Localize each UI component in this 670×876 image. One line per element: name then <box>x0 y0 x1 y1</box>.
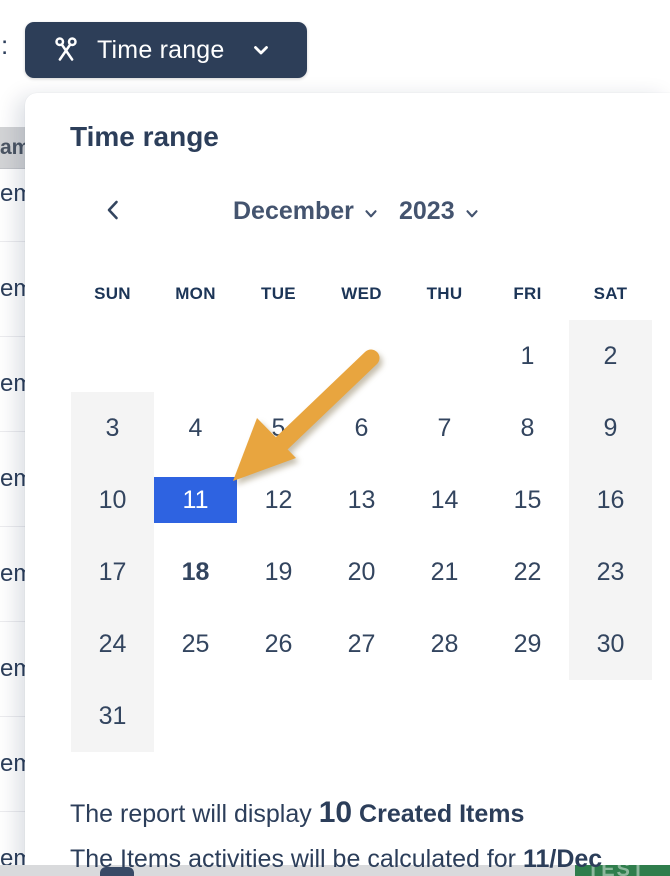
day-header-sat: SAT <box>593 284 628 303</box>
calendar-day[interactable]: 6 <box>354 413 369 442</box>
chevron-down-icon <box>253 46 268 55</box>
calendar-day[interactable]: 30 <box>569 608 652 680</box>
calendar-day-empty <box>403 680 486 752</box>
summary-line-2: The Items activities will be calculated … <box>70 845 603 873</box>
row-divider <box>0 431 25 432</box>
month-dropdown[interactable]: December <box>233 197 380 226</box>
calendar-day-empty <box>237 320 320 392</box>
calendar-day[interactable]: 2 <box>569 320 652 392</box>
calendar-day-empty <box>320 680 403 752</box>
underlying-footer-strip: TEST <box>0 865 670 876</box>
calendar-day[interactable]: 4 <box>188 413 203 442</box>
year-label: 2023 <box>399 197 455 225</box>
underlying-table-row: em <box>0 750 34 777</box>
summary-line-1: The report will display 10 Created Items <box>70 796 525 829</box>
underlying-table-header: am <box>0 127 30 169</box>
underlying-table-row: em <box>0 655 34 682</box>
calendar-day[interactable]: 10 <box>71 464 154 536</box>
created-items-count: 10 <box>318 796 353 829</box>
calculation-date: 11/Dec <box>522 845 603 873</box>
calendar-day[interactable]: 13 <box>347 485 376 514</box>
underlying-table-row: em <box>0 465 34 492</box>
calendar-day[interactable]: 16 <box>569 464 652 536</box>
prev-month-button[interactable] <box>95 193 131 229</box>
day-header-fri: FRI <box>513 284 542 303</box>
underlying-table-row: em <box>0 275 34 302</box>
underlying-green-label: TEST <box>587 865 647 876</box>
underlying-header-text: am <box>0 135 31 159</box>
underlying-table-row: em <box>0 560 34 587</box>
calendar-day[interactable]: 20 <box>347 557 376 586</box>
calendar-day-empty <box>320 320 403 392</box>
calendar-day-empty <box>237 680 320 752</box>
calendar-day[interactable]: 12 <box>264 485 293 514</box>
calendar-day[interactable]: 23 <box>569 536 652 608</box>
time-range-button-label: Time range <box>97 35 225 64</box>
calendar-day-selected[interactable]: 11 <box>154 464 237 536</box>
calendar-day[interactable]: 31 <box>71 680 154 752</box>
calendar-day[interactable]: 27 <box>347 629 376 658</box>
calendar-day-empty <box>569 680 652 752</box>
calendar-day[interactable]: 9 <box>569 392 652 464</box>
calendar-day-empty <box>71 320 154 392</box>
calendar-day[interactable]: 15 <box>513 485 542 514</box>
calendar-day[interactable]: 19 <box>264 557 293 586</box>
time-range-button[interactable]: Time range <box>25 22 307 78</box>
calendar-day-empty <box>403 320 486 392</box>
underlying-table-row: em <box>0 180 34 207</box>
day-header-sun: SUN <box>94 284 131 303</box>
calendar-day[interactable]: 7 <box>437 413 452 442</box>
underlying-table-row: em <box>0 370 34 397</box>
weekday-header-row: SUN MON TUE WED THU FRI SAT <box>71 281 652 307</box>
day-header-thu: THU <box>426 284 463 303</box>
calendar-day-emphasized[interactable]: 18 <box>181 557 210 586</box>
popup-title: Time range <box>70 121 219 152</box>
row-divider <box>0 241 25 242</box>
calendar-day[interactable]: 21 <box>430 557 459 586</box>
underlying-green-button: TEST <box>575 865 670 876</box>
day-header-wed: WED <box>341 284 382 303</box>
chevron-left-icon <box>107 200 118 219</box>
calendar-day-empty <box>154 680 237 752</box>
row-divider <box>0 621 25 622</box>
calendar-day[interactable]: 26 <box>264 629 293 658</box>
calendar-day-empty <box>154 320 237 392</box>
row-divider <box>0 716 25 717</box>
row-divider <box>0 811 25 812</box>
year-dropdown[interactable]: 2023 <box>399 197 481 226</box>
calendar-day[interactable]: 22 <box>513 557 542 586</box>
row-divider <box>0 526 25 527</box>
underlying-page-left-sliver: : am em em em em em em em em <box>0 0 34 876</box>
calendar-day[interactable]: 1 <box>520 341 535 370</box>
day-header-tue: TUE <box>261 284 296 303</box>
scissors-icon <box>55 37 77 61</box>
calendar-grid: 1 2 3 4 5 6 7 8 9 10 11 12 13 14 15 16 1… <box>71 320 652 752</box>
calendar-day[interactable]: 25 <box>181 629 210 658</box>
calendar-day[interactable]: 5 <box>271 413 286 442</box>
day-header-mon: MON <box>175 284 216 303</box>
row-divider <box>0 336 25 337</box>
calendar-day[interactable]: 28 <box>430 629 459 658</box>
time-range-popup: Time range December 2023 SUN MON TUE WED… <box>25 93 670 876</box>
chevron-down-icon <box>466 209 478 217</box>
calendar-day[interactable]: 8 <box>520 413 535 442</box>
month-label: December <box>233 197 354 225</box>
calendar-day[interactable]: 29 <box>513 629 542 658</box>
calendar-day[interactable]: 24 <box>71 608 154 680</box>
calendar-day[interactable]: 17 <box>71 536 154 608</box>
calendar-day[interactable]: 14 <box>430 485 459 514</box>
chevron-down-icon <box>365 209 377 217</box>
calendar-day[interactable]: 3 <box>71 392 154 464</box>
underlying-text-fragment: : <box>1 30 9 60</box>
underlying-navy-element <box>100 867 134 876</box>
calendar-day-empty <box>486 680 569 752</box>
